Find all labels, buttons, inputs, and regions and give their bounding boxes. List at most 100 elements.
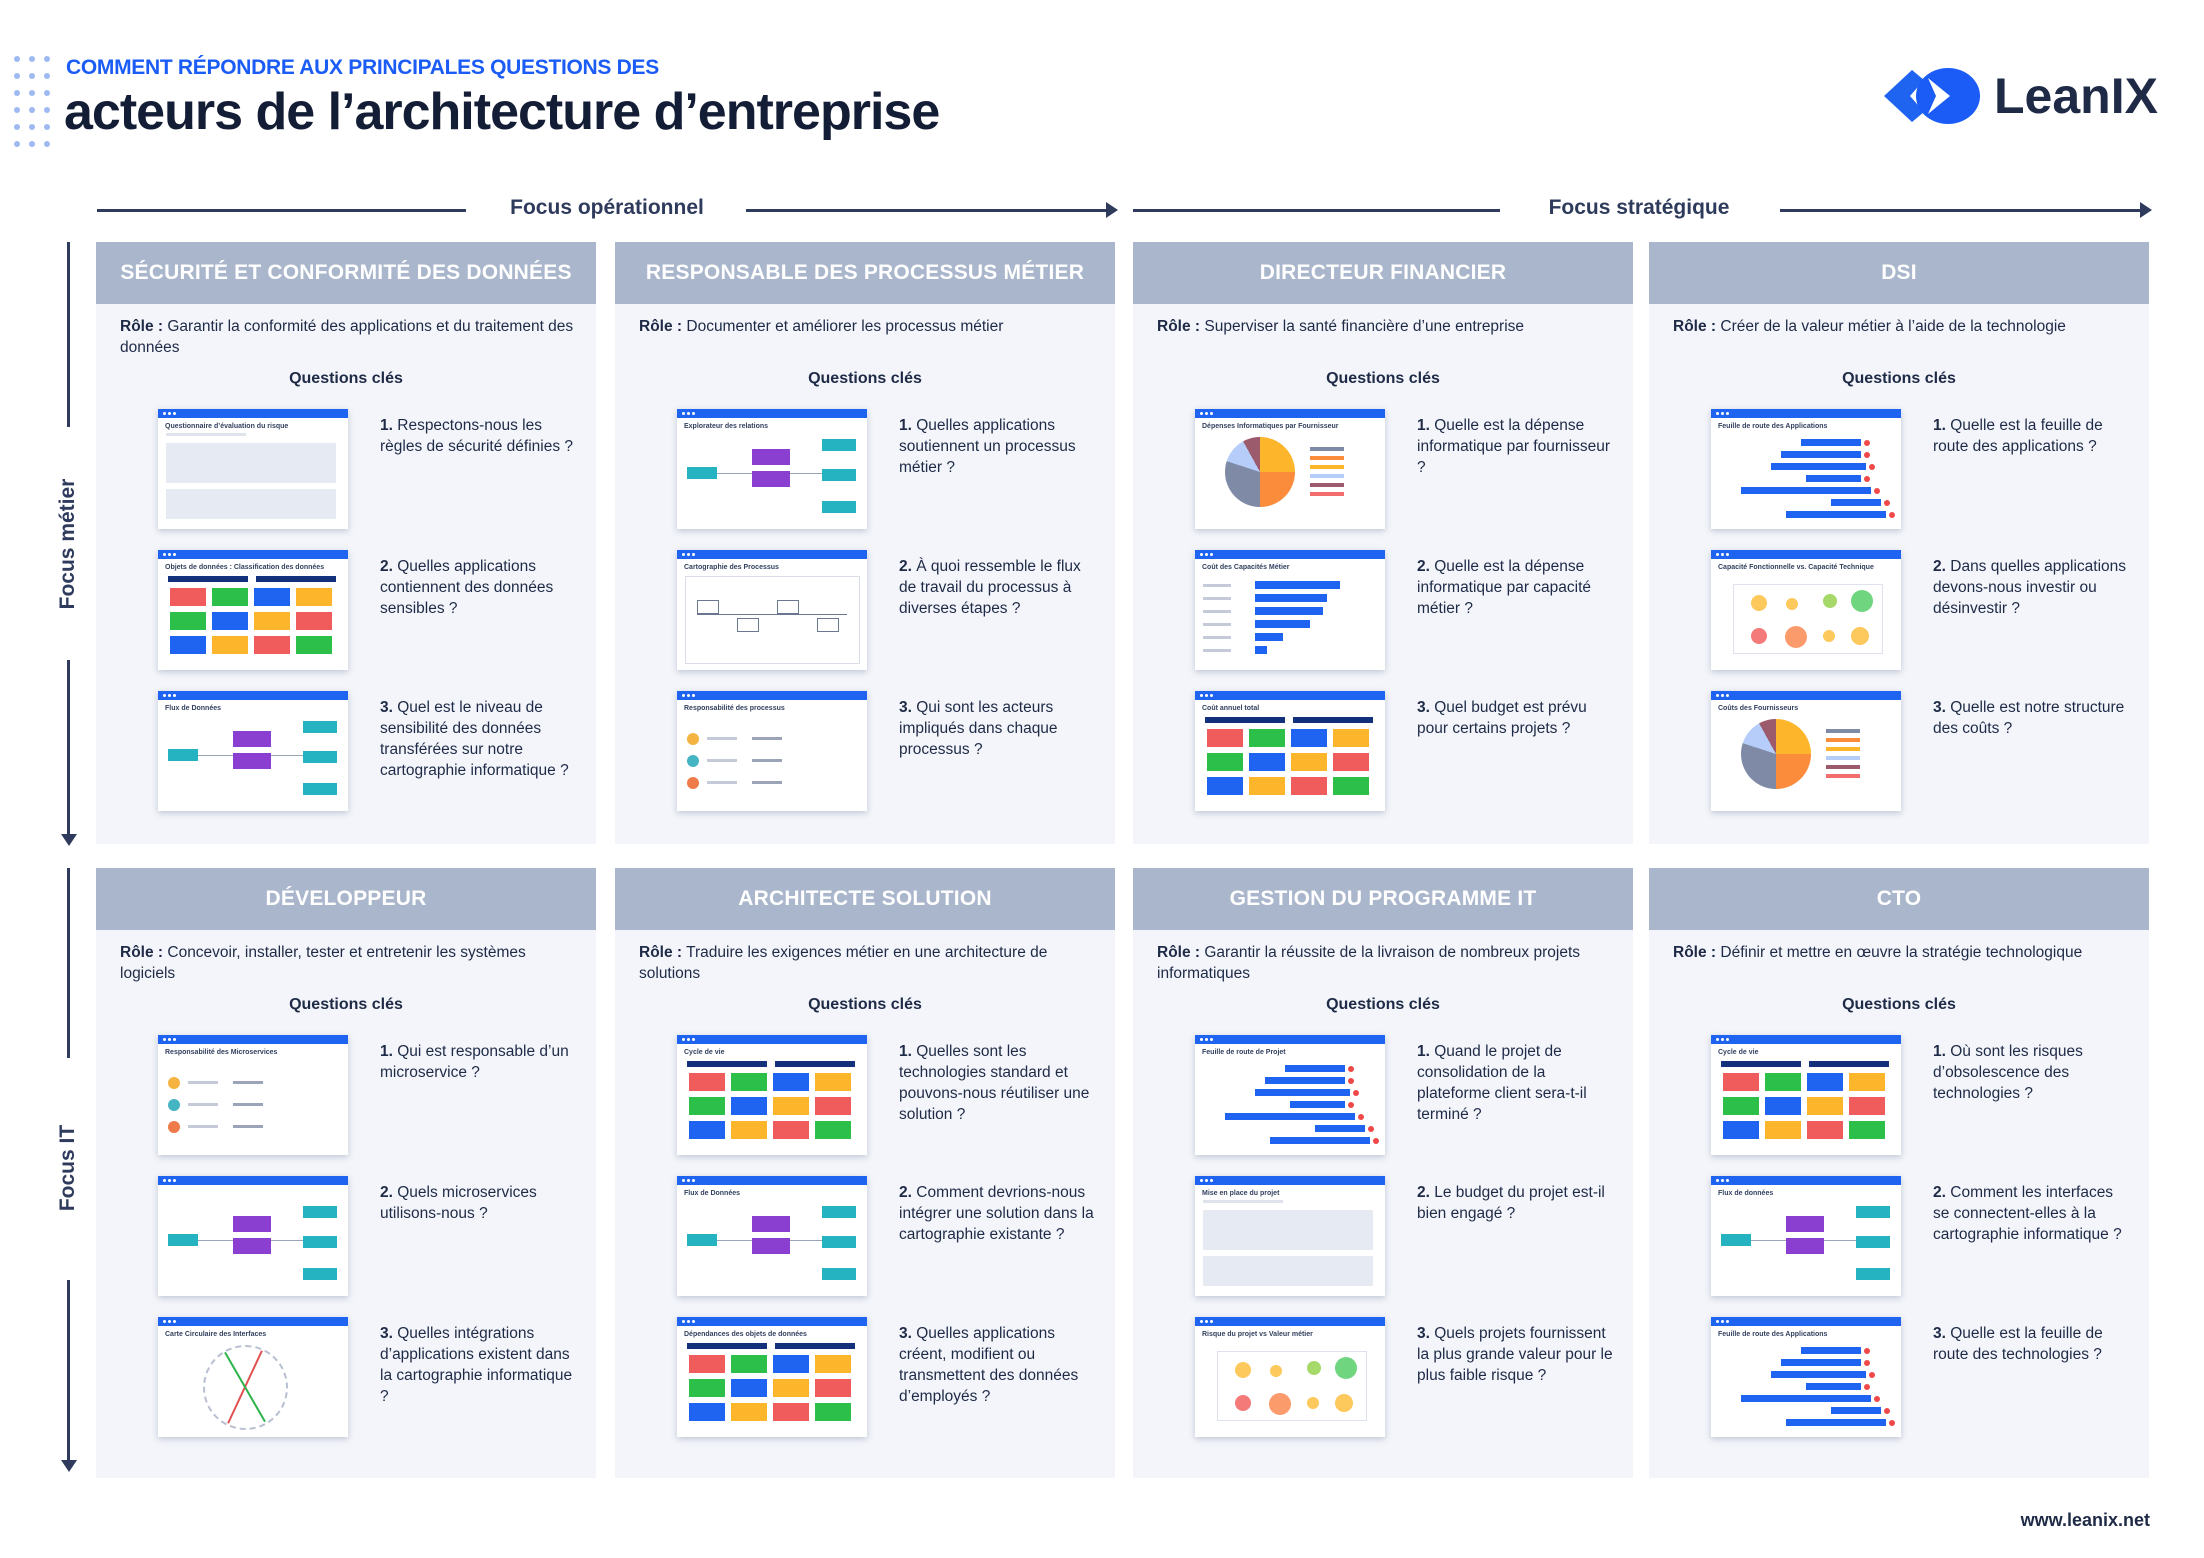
- website-link[interactable]: www.leanix.net: [2020, 1510, 2150, 1530]
- screenshot-title: Feuille de route des Applications: [1718, 1331, 1828, 1338]
- flow-node: [303, 1268, 337, 1280]
- legend-item: [1310, 447, 1344, 451]
- question-text: Comment les interfaces se connectent-ell…: [1933, 1184, 2122, 1243]
- screenshot-preview: Feuille de route de Projet: [1195, 1035, 1385, 1155]
- gantt-marker: [1874, 1396, 1880, 1402]
- role-label: Rôle :: [120, 944, 164, 961]
- question-number: 2.: [1417, 1184, 1430, 1201]
- window-bar: [158, 550, 348, 559]
- screenshot-preview: Questionnaire d’évaluation du risque: [158, 409, 348, 529]
- screenshot-title: Feuille de route des Applications: [1718, 423, 1828, 430]
- grid-cell: [296, 636, 332, 654]
- question-text: Quelles applications soutiennent un proc…: [899, 417, 1076, 476]
- question-number: 1.: [899, 1043, 912, 1060]
- question-text: Respectons-nous les règles de sécurité d…: [380, 417, 574, 455]
- grid-cell: [1723, 1097, 1759, 1115]
- bar: [1255, 607, 1323, 615]
- card-title: GESTION DU PROGRAMME IT: [1133, 868, 1633, 930]
- card-gestion-du-programme-it: GESTION DU PROGRAMME IT Rôle : Garantir l…: [1133, 868, 1633, 1478]
- bubble: [1751, 595, 1767, 611]
- role-label: Rôle :: [639, 318, 683, 335]
- screenshot-preview: Feuille de route des Applications: [1711, 409, 1901, 529]
- screenshot-preview: Coût annuel total: [1195, 691, 1385, 811]
- form-line: [1203, 1200, 1283, 1203]
- window-dot-icon: [1721, 1179, 1724, 1182]
- focus-metier-label: Focus métier: [56, 478, 79, 610]
- avatar: [687, 777, 699, 789]
- window-bar: [677, 550, 867, 559]
- key-question: 1. Où sont les risques d’obsolescence de…: [1933, 1041, 2133, 1104]
- question-number: 2.: [899, 1184, 912, 1201]
- role-description: Rôle : Garantir la conformité des applic…: [120, 316, 575, 358]
- gantt-marker: [1869, 1372, 1875, 1378]
- screenshot-preview: Mise en place du projet: [1195, 1176, 1385, 1296]
- role-label: Rôle :: [1157, 318, 1201, 335]
- window-dot-icon: [1210, 1179, 1213, 1182]
- question-number: 3.: [899, 1325, 912, 1342]
- question-text: Quelles applications contiennent des don…: [380, 558, 554, 617]
- grid-header: [775, 1061, 855, 1067]
- grid-cell: [1249, 729, 1285, 747]
- key-question: 3. Qui sont les acteurs impliqués dans c…: [899, 697, 1099, 760]
- questions-heading: Questions clés: [1842, 996, 1956, 1013]
- grid-cell: [1249, 753, 1285, 771]
- legend-item: [1310, 474, 1344, 478]
- grid-cell: [170, 636, 206, 654]
- window-dot-icon: [168, 1038, 171, 1041]
- window-bar: [158, 1176, 348, 1185]
- key-question: 3. Quelles intégrations d’applications e…: [380, 1323, 580, 1407]
- window-dot-icon: [1721, 694, 1724, 697]
- question-number: 3.: [380, 699, 393, 716]
- window-dot-icon: [1210, 1038, 1213, 1041]
- bubble: [1235, 1395, 1251, 1411]
- key-question: 1. Quand le projet de consolidation de l…: [1417, 1041, 1617, 1125]
- gantt-marker: [1889, 512, 1895, 518]
- arrow-right-icon: [1106, 202, 1118, 218]
- window-dot-icon: [692, 1320, 695, 1323]
- gantt-marker: [1874, 488, 1880, 494]
- question-number: 1.: [1417, 1043, 1430, 1060]
- grid-header: [168, 576, 248, 582]
- question-text: Quelle est la feuille de route des appli…: [1933, 417, 2103, 455]
- person-name: [188, 1125, 218, 1128]
- window-dot-icon: [1716, 553, 1719, 556]
- page-title: acteurs de l’architecture d’entreprise: [64, 83, 940, 141]
- gantt-marker: [1889, 1420, 1895, 1426]
- key-question: 1. Respectons-nous les règles de sécurit…: [380, 415, 580, 457]
- gantt-bar: [1270, 1137, 1370, 1144]
- role-text: Garantir la conformité des applications …: [120, 318, 574, 356]
- role-description: Rôle : Traduire les exigences métier en …: [639, 942, 1094, 984]
- screenshot-preview: Responsabilité des processus: [677, 691, 867, 811]
- window-bar: [1195, 1035, 1385, 1044]
- grid-cell: [254, 612, 290, 630]
- legend-item: [1310, 456, 1344, 460]
- role-text: Concevoir, installer, tester et entreten…: [120, 944, 526, 982]
- bubble: [1751, 628, 1767, 644]
- screenshot-title: Objets de données : Classification des d…: [165, 564, 325, 571]
- grid-cell: [1765, 1073, 1801, 1091]
- flow-edge: [1824, 1240, 1856, 1241]
- flow-node: [303, 783, 337, 795]
- window-dot-icon: [1716, 412, 1719, 415]
- grid-cell: [773, 1355, 809, 1373]
- gantt-marker: [1864, 452, 1870, 458]
- card-title: ARCHITECTE SOLUTION: [615, 868, 1115, 930]
- role-label: Rôle :: [120, 318, 164, 335]
- question-text: Quelles intégrations d’applications exis…: [380, 1325, 573, 1405]
- logo-text: LeanIX: [1994, 68, 2158, 124]
- window-dot-icon: [682, 553, 685, 556]
- grid-cell: [773, 1073, 809, 1091]
- window-bar: [1195, 691, 1385, 700]
- role-label: Rôle :: [1157, 944, 1201, 961]
- role-text: Définir et mettre en œuvre la stratégie …: [1720, 944, 2083, 961]
- role-description: Rôle : Garantir la réussite de la livrai…: [1157, 942, 1612, 984]
- flow-edge: [198, 1240, 233, 1241]
- screenshot-title: Explorateur des relations: [684, 423, 769, 430]
- role-text: Superviser la santé financière d’une ent…: [1204, 318, 1525, 335]
- window-dot-icon: [1205, 412, 1208, 415]
- gantt-bar: [1831, 499, 1881, 506]
- gantt-bar: [1801, 439, 1861, 446]
- legend-item: [1310, 483, 1344, 487]
- grid-cell: [731, 1379, 767, 1397]
- key-question: 3. Quels projets fournissent la plus gra…: [1417, 1323, 1617, 1386]
